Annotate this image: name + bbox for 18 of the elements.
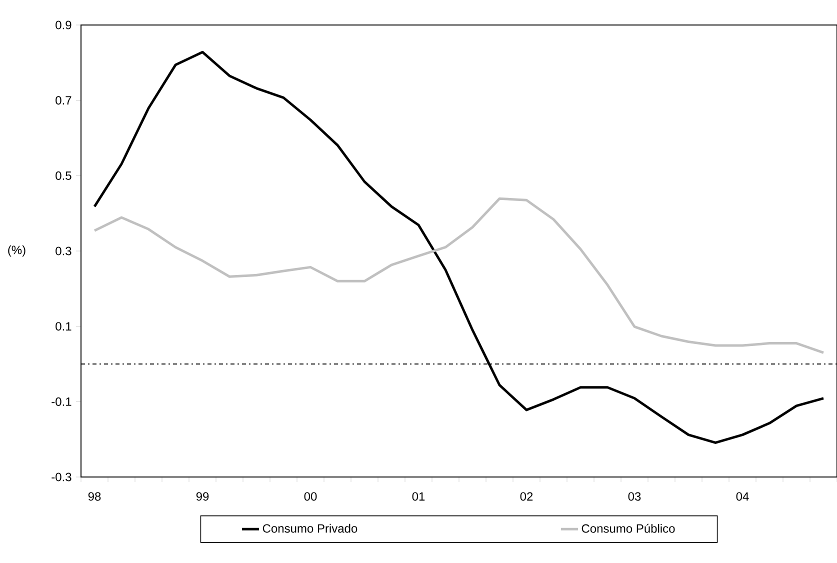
x-tick-label: 98 — [88, 492, 101, 501]
y-tick-label: -0.1 — [52, 397, 72, 406]
y-tick-label: 0.9 — [56, 20, 72, 30]
line-series — [93, 197, 825, 354]
x-tick-label: 01 — [412, 492, 425, 501]
legend-label: Consumo Público — [582, 524, 675, 533]
y-tick-label: 0.5 — [56, 171, 72, 180]
y-tick-label: 0.3 — [56, 246, 72, 256]
x-tick-label: 99 — [196, 492, 209, 501]
y-tick-label: -0.3 — [52, 472, 72, 482]
x-tick-label: 04 — [736, 492, 749, 501]
legend-label: Consumo Privado — [262, 524, 358, 533]
x-tick-label: 03 — [628, 492, 641, 501]
x-tick-label: 02 — [520, 492, 533, 501]
x-tick-label: 00 — [304, 492, 317, 501]
y-tick-label: 0.7 — [56, 96, 72, 105]
y-tick-label: 0.1 — [56, 322, 72, 331]
y-axis-title: (%) — [8, 245, 26, 257]
